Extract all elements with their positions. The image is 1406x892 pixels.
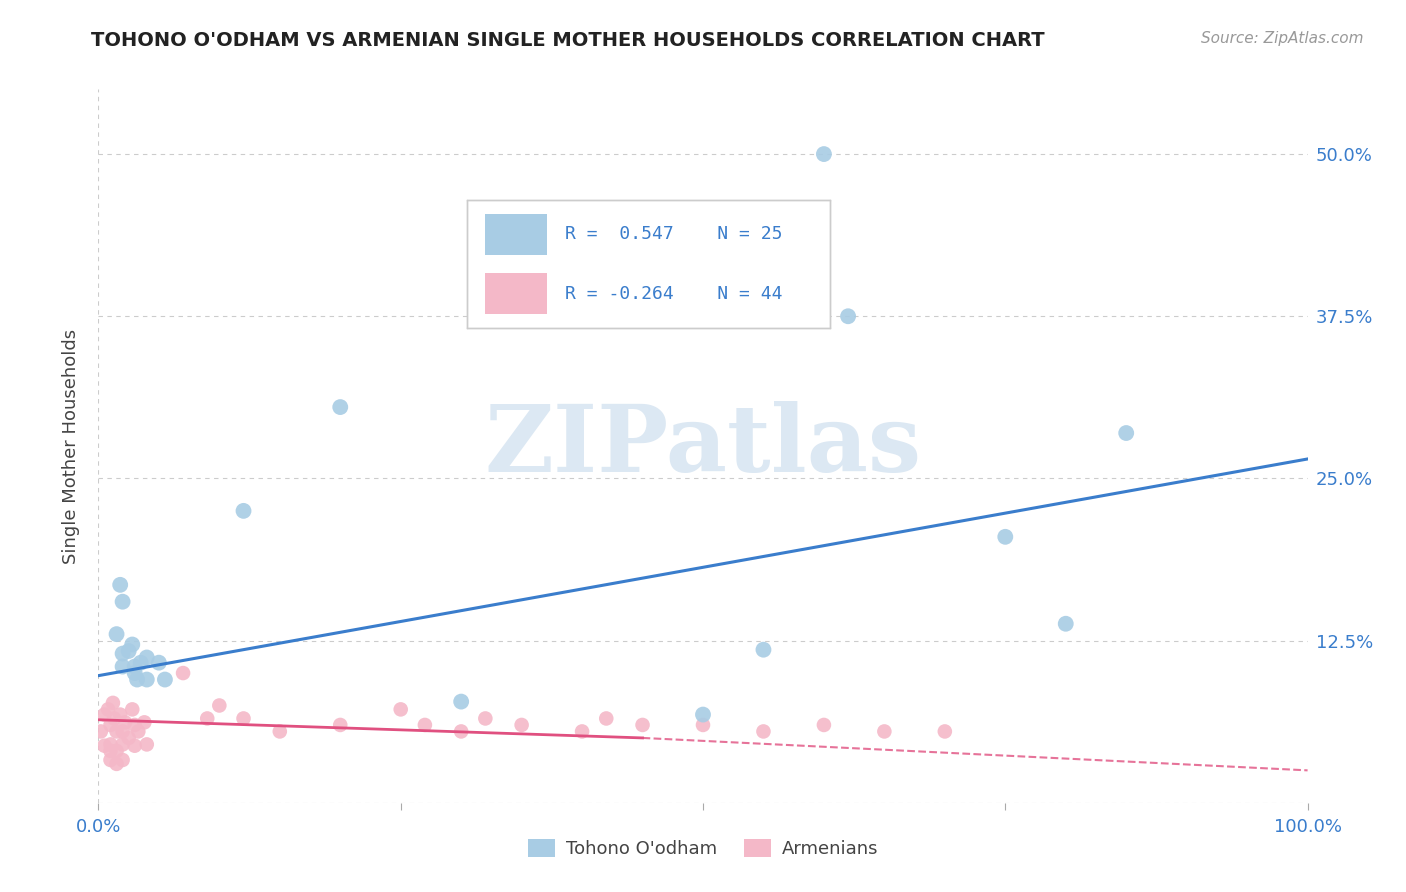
Point — [97, 702, 120, 716]
Point — [994, 530, 1017, 544]
Point — [90, 724, 112, 739]
Point — [813, 718, 835, 732]
Point — [135, 650, 157, 665]
Point — [111, 595, 134, 609]
Point — [121, 638, 143, 652]
Point — [105, 756, 128, 771]
Point — [208, 698, 231, 713]
Point — [232, 711, 254, 725]
Point — [195, 711, 218, 725]
Point — [934, 724, 956, 739]
Point — [172, 666, 194, 681]
Point — [595, 711, 617, 725]
Point — [813, 147, 835, 161]
Point — [232, 504, 254, 518]
Point — [105, 744, 128, 758]
Point — [105, 724, 128, 739]
Point — [93, 707, 115, 722]
Point — [93, 739, 115, 753]
Point — [111, 738, 134, 752]
Point — [752, 724, 775, 739]
Point — [631, 718, 654, 732]
Point — [134, 715, 156, 730]
Point — [101, 696, 124, 710]
Point — [269, 724, 291, 739]
Point — [389, 702, 412, 716]
Point — [474, 711, 496, 725]
Text: TOHONO O'ODHAM VS ARMENIAN SINGLE MOTHER HOUSEHOLDS CORRELATION CHART: TOHONO O'ODHAM VS ARMENIAN SINGLE MOTHER… — [91, 31, 1045, 50]
Text: ZIPatlas: ZIPatlas — [485, 401, 921, 491]
Point — [837, 310, 859, 324]
Point — [873, 724, 896, 739]
Point — [752, 642, 775, 657]
Point — [108, 707, 131, 722]
Point — [571, 724, 593, 739]
Point — [111, 724, 134, 739]
Point — [124, 659, 146, 673]
Point — [121, 702, 143, 716]
Point — [148, 656, 170, 670]
Point — [1115, 425, 1137, 440]
Point — [450, 724, 472, 739]
Point — [329, 718, 352, 732]
Point — [129, 656, 152, 670]
Point — [329, 400, 352, 414]
Y-axis label: Single Mother Households: Single Mother Households — [62, 328, 80, 564]
Point — [135, 738, 157, 752]
Point — [114, 715, 136, 730]
Point — [153, 673, 176, 687]
Point — [127, 673, 149, 687]
Point — [105, 627, 128, 641]
Point — [111, 659, 134, 673]
Point — [127, 724, 149, 739]
Point — [124, 718, 146, 732]
Point — [124, 666, 146, 681]
Point — [510, 718, 533, 732]
Point — [118, 644, 141, 658]
Point — [124, 739, 146, 753]
Point — [111, 753, 134, 767]
Legend: Tohono O'odham, Armenians: Tohono O'odham, Armenians — [520, 831, 886, 865]
Point — [692, 707, 714, 722]
Point — [1054, 616, 1077, 631]
Point — [118, 731, 141, 745]
Point — [103, 711, 125, 725]
Point — [108, 578, 131, 592]
Point — [100, 718, 122, 732]
Point — [111, 647, 134, 661]
Point — [450, 695, 472, 709]
Point — [100, 744, 122, 758]
Point — [692, 718, 714, 732]
Point — [135, 673, 157, 687]
Point — [413, 718, 436, 732]
Point — [100, 738, 122, 752]
Text: Source: ZipAtlas.com: Source: ZipAtlas.com — [1201, 31, 1364, 46]
Point — [100, 753, 122, 767]
